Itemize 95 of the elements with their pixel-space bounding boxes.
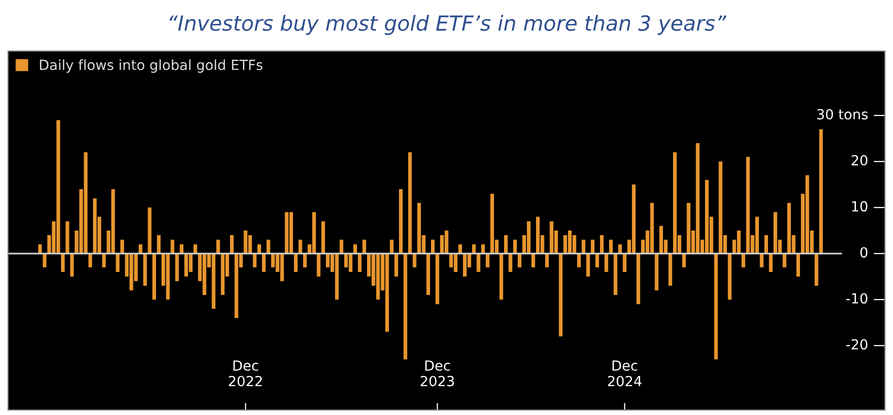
bar	[476, 254, 480, 272]
bar	[728, 254, 732, 300]
bar	[92, 198, 97, 254]
chart-title: “Investors buy most gold ETF’s in more than 3 years”	[170, 14, 726, 35]
bar	[531, 254, 536, 268]
bar	[170, 240, 174, 254]
bar	[486, 254, 490, 268]
bar	[768, 254, 773, 272]
bar	[819, 129, 823, 254]
bar	[66, 221, 70, 254]
bar	[116, 254, 120, 272]
bar	[426, 254, 430, 295]
bar	[216, 240, 220, 254]
bar	[632, 184, 636, 254]
bar	[586, 254, 590, 277]
bar	[321, 221, 326, 254]
bar	[595, 254, 600, 268]
bar	[362, 240, 366, 254]
legend-label: Daily flows into global gold ETFs	[40, 59, 262, 73]
bar	[526, 221, 531, 254]
bar	[148, 208, 152, 254]
bar	[120, 240, 124, 254]
bar	[88, 254, 92, 268]
bar	[42, 254, 46, 268]
bar	[462, 254, 467, 277]
bar	[436, 254, 440, 304]
bar	[152, 254, 156, 300]
bar	[654, 254, 658, 290]
bar	[430, 240, 435, 254]
bar	[536, 216, 540, 254]
bar	[513, 240, 517, 254]
bar	[614, 254, 618, 295]
bar	[230, 235, 234, 254]
bar	[266, 240, 270, 254]
bar	[399, 189, 403, 254]
bar	[604, 254, 608, 272]
bar	[499, 254, 504, 300]
bar	[577, 254, 581, 268]
bar	[518, 254, 522, 268]
y-tick-label: -10	[846, 293, 868, 304]
bar	[682, 254, 686, 268]
bar	[220, 254, 225, 295]
bar	[568, 230, 572, 254]
x-tick-label: Dec 2024	[608, 360, 642, 386]
bar	[262, 254, 266, 272]
bar	[156, 235, 161, 254]
bar	[56, 120, 60, 254]
y-tick-label: -20	[846, 339, 868, 350]
bar	[404, 254, 408, 360]
bar	[545, 254, 549, 268]
y-tick-label: 10	[852, 201, 868, 212]
bar	[504, 235, 508, 254]
y-tick-label: 20	[852, 155, 868, 166]
bar	[70, 254, 74, 277]
bar	[102, 254, 106, 268]
y-tick-label: 0	[860, 247, 868, 258]
bar	[805, 175, 810, 254]
x-tick-label: Dec 2022	[228, 360, 262, 386]
bar	[390, 240, 394, 254]
bar	[774, 212, 778, 254]
bar	[582, 240, 586, 254]
bar	[736, 230, 741, 254]
y-tick-label: 30 tons	[817, 109, 868, 120]
bar	[252, 254, 256, 268]
bar	[636, 254, 640, 304]
bar	[590, 240, 594, 254]
bar	[760, 254, 764, 268]
bar	[742, 254, 746, 268]
bar	[764, 235, 768, 254]
bar	[600, 235, 604, 254]
bar	[412, 254, 416, 268]
bar	[558, 254, 563, 336]
bar	[175, 254, 179, 282]
bar	[294, 254, 298, 272]
bar	[696, 143, 700, 254]
bar	[303, 254, 307, 268]
bar	[316, 254, 320, 277]
bar	[340, 240, 344, 254]
bar	[298, 240, 302, 254]
bar	[796, 254, 800, 277]
bar	[289, 212, 294, 254]
x-tick-label: Dec 2023	[420, 360, 454, 386]
bar	[609, 240, 613, 254]
bar	[61, 254, 65, 272]
bar	[622, 254, 626, 272]
bar	[782, 254, 786, 268]
bar	[408, 152, 412, 254]
bar	[714, 254, 718, 360]
bar	[143, 254, 147, 286]
bar	[84, 152, 88, 254]
bar	[508, 254, 512, 272]
bar	[358, 254, 362, 272]
bar	[814, 254, 818, 286]
bar	[668, 254, 672, 286]
bar	[394, 254, 398, 277]
